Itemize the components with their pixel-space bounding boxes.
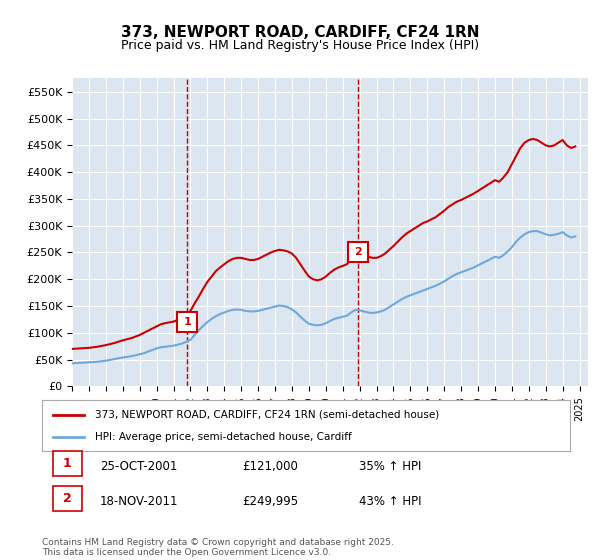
Text: 1: 1 bbox=[184, 316, 191, 326]
FancyBboxPatch shape bbox=[53, 451, 82, 476]
Text: 43% ↑ HPI: 43% ↑ HPI bbox=[359, 495, 421, 508]
Text: 373, NEWPORT ROAD, CARDIFF, CF24 1RN: 373, NEWPORT ROAD, CARDIFF, CF24 1RN bbox=[121, 25, 479, 40]
Text: 1: 1 bbox=[63, 457, 72, 470]
Text: 35% ↑ HPI: 35% ↑ HPI bbox=[359, 460, 421, 473]
Text: 2: 2 bbox=[354, 248, 361, 258]
FancyBboxPatch shape bbox=[53, 486, 82, 511]
Text: HPI: Average price, semi-detached house, Cardiff: HPI: Average price, semi-detached house,… bbox=[95, 432, 352, 442]
Text: 373, NEWPORT ROAD, CARDIFF, CF24 1RN (semi-detached house): 373, NEWPORT ROAD, CARDIFF, CF24 1RN (se… bbox=[95, 409, 439, 419]
Text: £249,995: £249,995 bbox=[242, 495, 299, 508]
Text: 18-NOV-2011: 18-NOV-2011 bbox=[100, 495, 179, 508]
Text: 25-OCT-2001: 25-OCT-2001 bbox=[100, 460, 178, 473]
Text: 2: 2 bbox=[63, 492, 72, 505]
Text: £121,000: £121,000 bbox=[242, 460, 299, 473]
Text: Contains HM Land Registry data © Crown copyright and database right 2025.
This d: Contains HM Land Registry data © Crown c… bbox=[42, 538, 394, 557]
Text: Price paid vs. HM Land Registry's House Price Index (HPI): Price paid vs. HM Land Registry's House … bbox=[121, 39, 479, 52]
